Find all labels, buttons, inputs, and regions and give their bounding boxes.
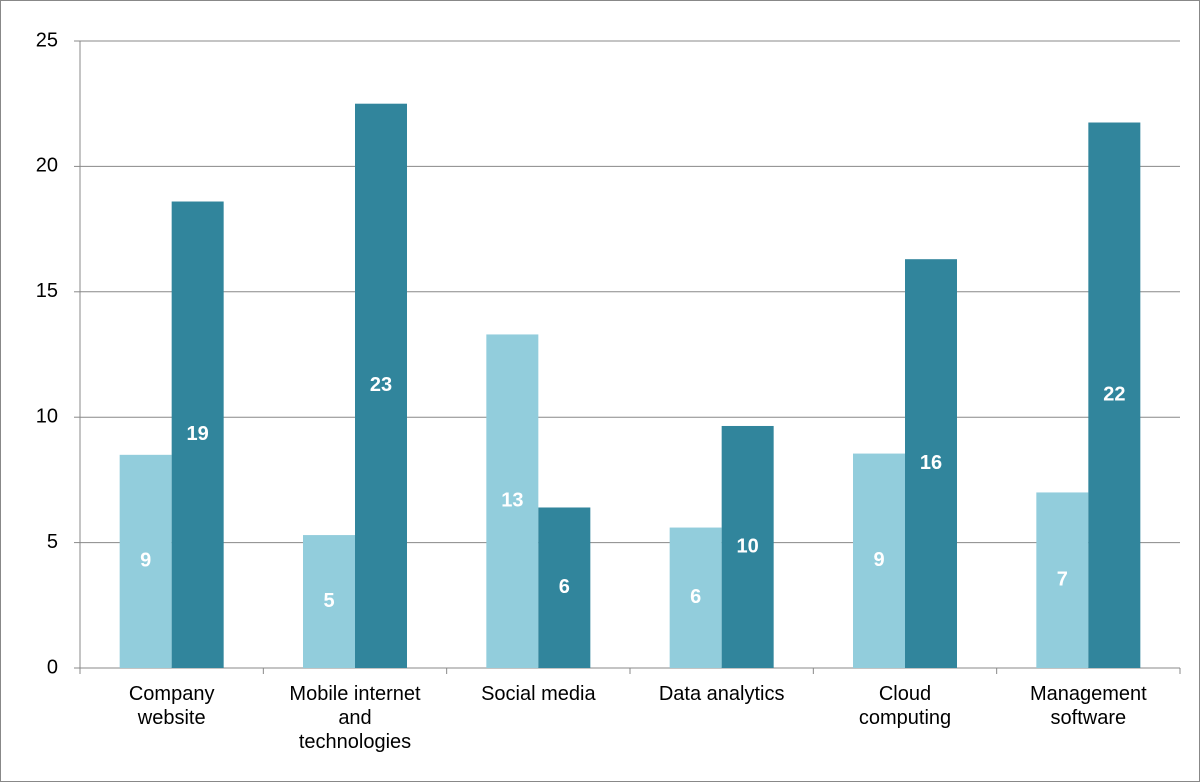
bar: [355, 103, 407, 668]
x-tick-label: Social media: [481, 683, 596, 705]
y-tick-label: 0: [47, 656, 58, 678]
bar: [669, 527, 722, 668]
data-label: 6: [559, 576, 570, 598]
data-label: 19: [187, 423, 209, 445]
data-label: 23: [370, 374, 392, 396]
data-label: 6: [690, 586, 701, 608]
data-label: 9: [873, 549, 884, 571]
bar: [538, 507, 591, 668]
bar: [119, 454, 172, 668]
bar: [1036, 492, 1089, 668]
bar: [486, 334, 539, 668]
data-label: 22: [1103, 384, 1125, 406]
bar: [721, 425, 774, 668]
data-label: 7: [1057, 569, 1068, 591]
x-tick-label: Cloud computing: [858, 683, 952, 729]
x-tick-label: Data analytics: [658, 683, 785, 705]
x-tick-label: Management software: [1029, 683, 1147, 729]
y-tick-label: 15: [36, 280, 58, 302]
data-label: 16: [920, 452, 942, 474]
x-tick-label: Company website: [128, 683, 215, 729]
bar: [1088, 122, 1141, 668]
bar: [853, 453, 905, 668]
y-tick-label: 5: [47, 531, 58, 553]
data-label: 13: [501, 489, 523, 511]
data-label: 9: [140, 550, 151, 572]
bar: [303, 535, 355, 668]
data-label: 5: [323, 590, 334, 612]
y-tick-label: 20: [36, 155, 58, 177]
y-tick-label: 10: [36, 405, 58, 427]
bar: [171, 201, 224, 668]
data-label: 10: [737, 535, 759, 557]
x-tick-label: Mobile internet and technologies: [289, 683, 421, 753]
y-tick-label: 25: [36, 29, 58, 51]
bar: [905, 259, 957, 668]
